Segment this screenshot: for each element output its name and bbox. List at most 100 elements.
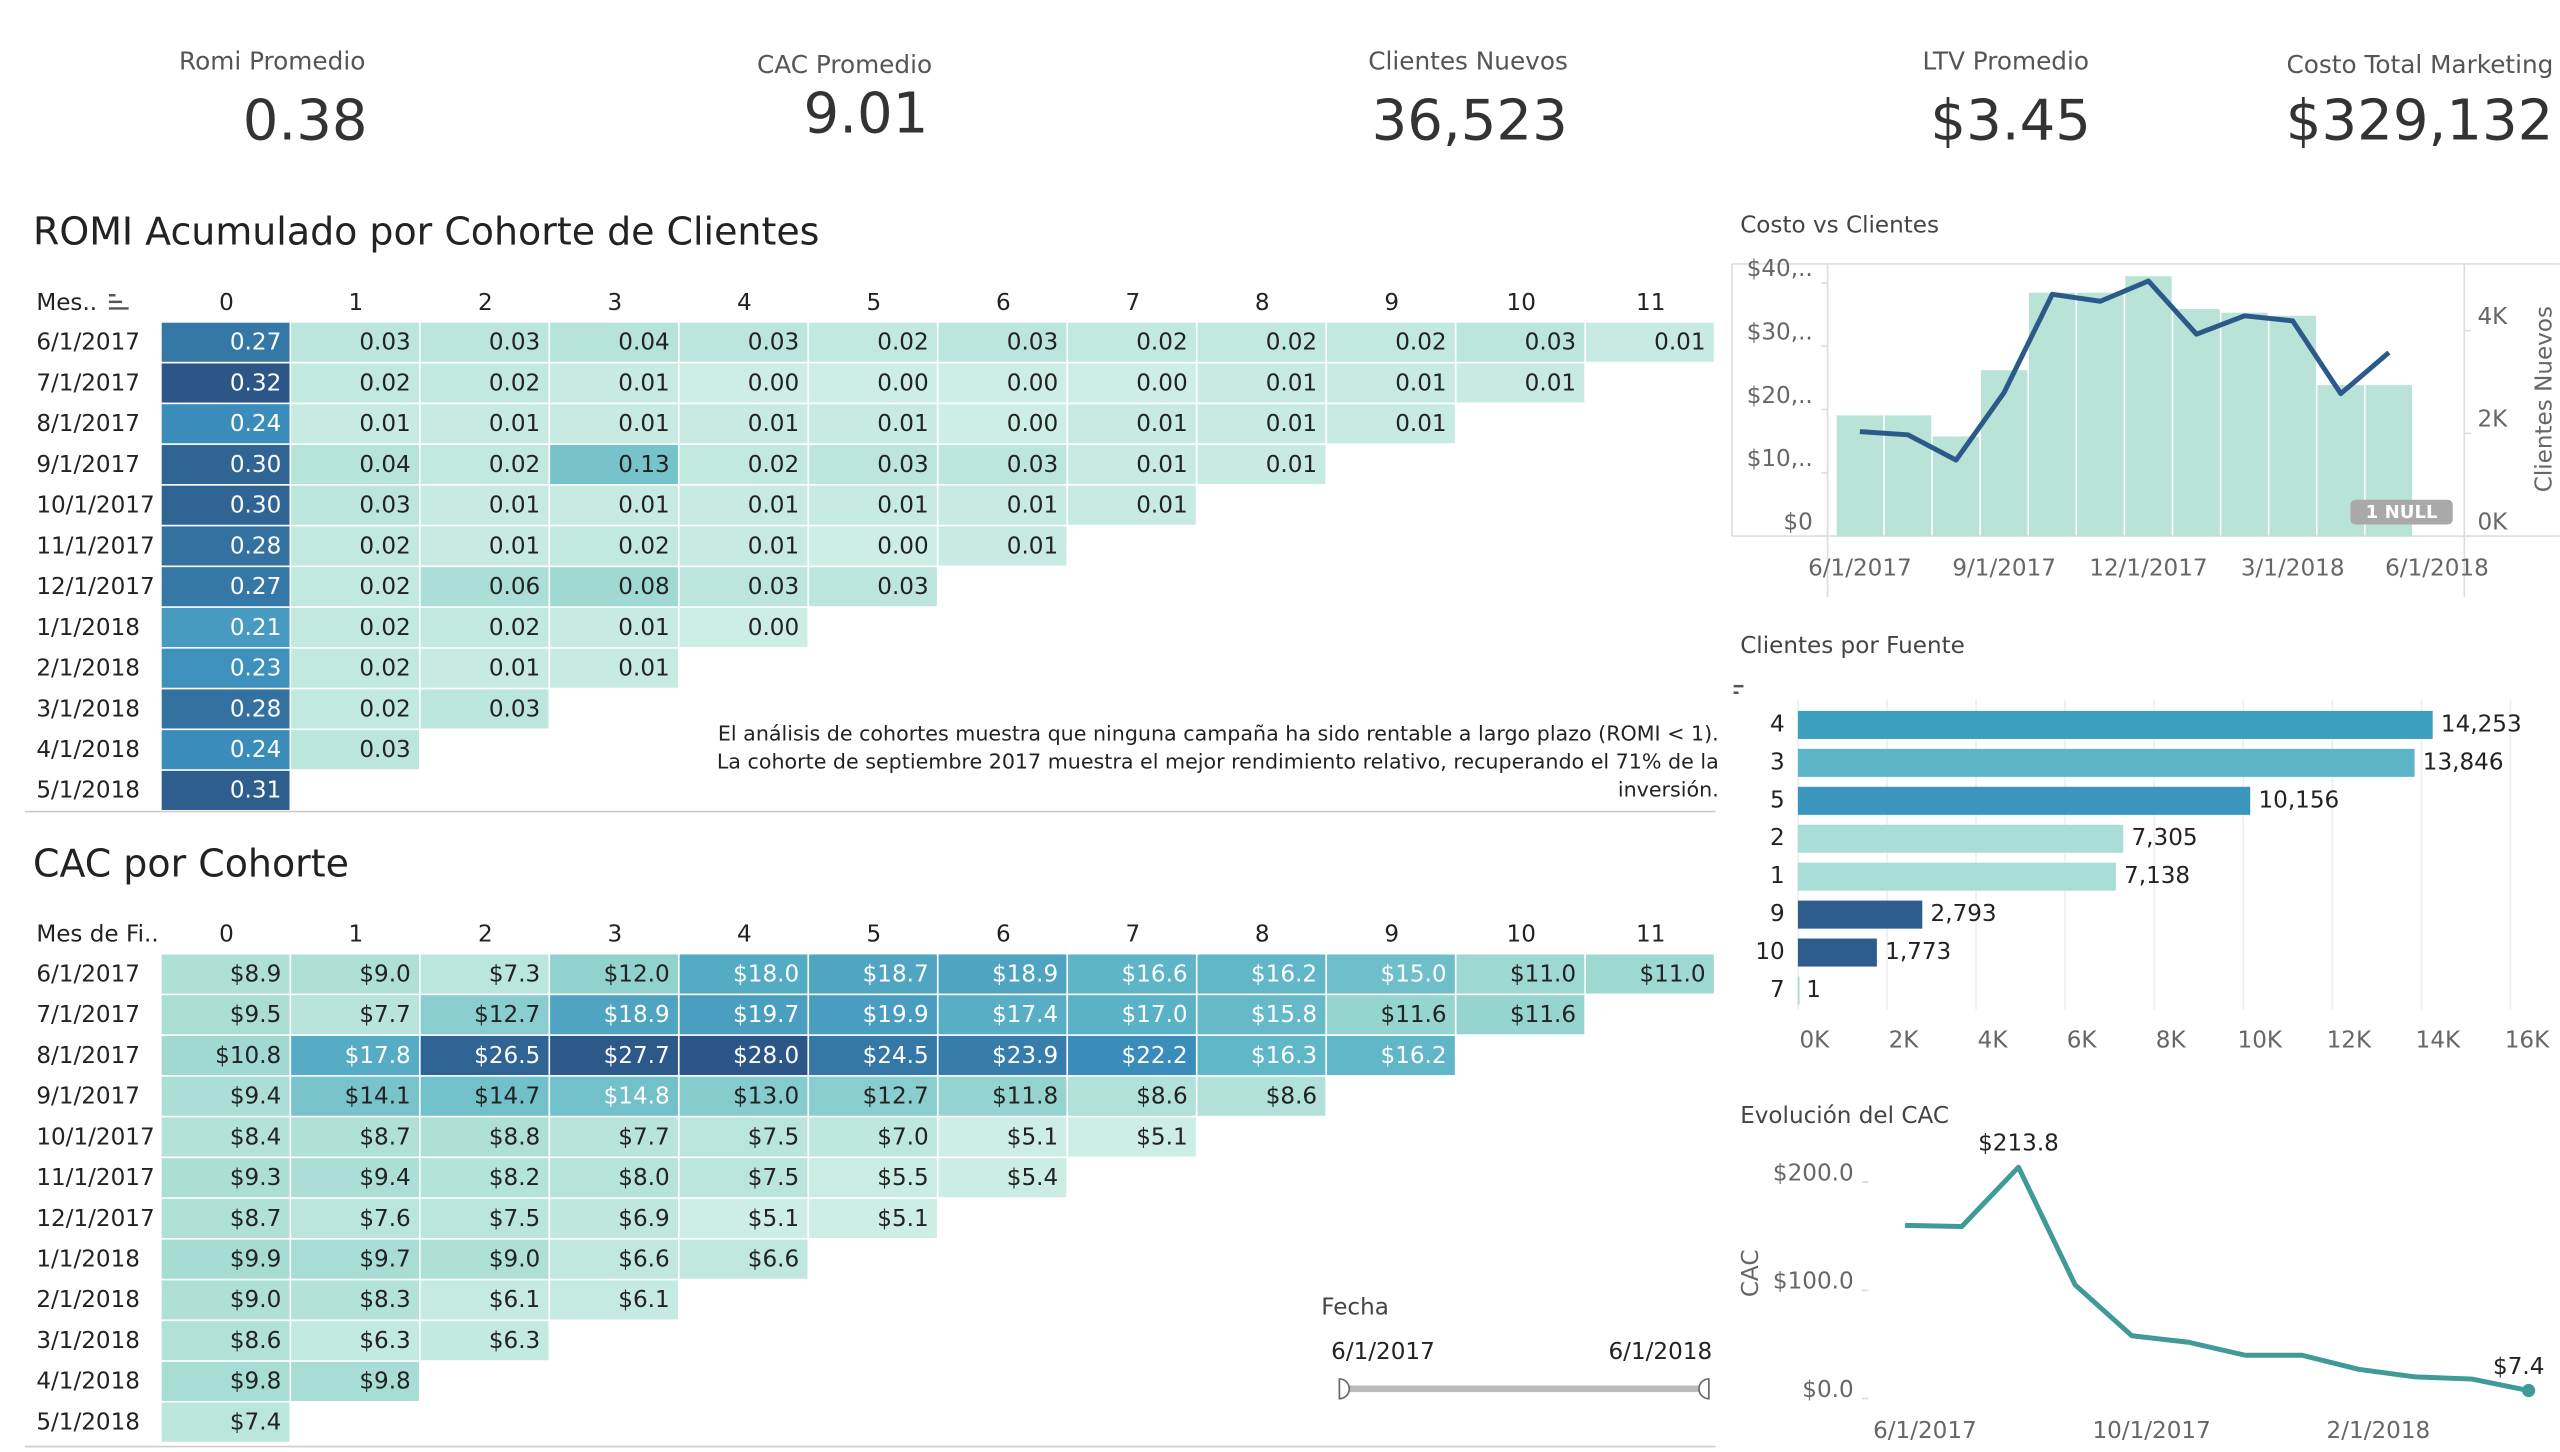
cell <box>420 1321 549 1361</box>
y-axis-title: CAC <box>1738 1250 1764 1298</box>
cell <box>1197 363 1326 403</box>
cell-value: 0.00 <box>1007 370 1058 396</box>
value-label: 2,793 <box>1931 901 1997 927</box>
value-label: $213.8 <box>1978 1131 2059 1157</box>
cell-value: $12.7 <box>474 1002 540 1028</box>
cell-value: 0.03 <box>359 737 410 763</box>
cell <box>161 444 290 485</box>
cell <box>1456 322 1585 362</box>
cell <box>161 1321 290 1361</box>
cell-value: 0.04 <box>618 330 669 356</box>
y-tick-label: 2 <box>1770 825 1785 851</box>
cell-value: $11.6 <box>1510 1002 1576 1028</box>
cell <box>161 1280 290 1320</box>
cell-value: $9.4 <box>359 1165 410 1191</box>
cell-value: $8.4 <box>230 1124 281 1150</box>
cell <box>420 954 549 994</box>
cell <box>679 1198 808 1238</box>
cell <box>938 1035 1067 1076</box>
cell <box>938 444 1067 485</box>
cell <box>291 730 419 770</box>
cell-value: 0.01 <box>1007 533 1058 559</box>
cell-value: $5.5 <box>877 1165 928 1191</box>
cell <box>291 567 419 607</box>
chart-title: Costo vs Clientes <box>1740 212 1939 238</box>
cell <box>1327 363 1455 403</box>
row-label: 5/1/2018 <box>36 1409 140 1435</box>
cell <box>809 444 937 485</box>
cell-value: $6.3 <box>489 1328 540 1354</box>
bar <box>1797 976 1800 1005</box>
cell <box>938 954 1067 994</box>
cell-value: $8.6 <box>230 1328 281 1354</box>
bar <box>1797 862 2116 891</box>
cell <box>291 363 419 403</box>
cell <box>1197 995 1326 1035</box>
cell <box>550 1158 678 1198</box>
cell <box>809 567 937 607</box>
slider-handle[interactable] <box>1698 1378 1710 1400</box>
cell-value: $6.6 <box>618 1247 669 1273</box>
cell-value: 0.03 <box>1525 330 1576 356</box>
column-header: 8 <box>1255 922 1270 948</box>
cell-value: $8.9 <box>230 961 281 987</box>
cell-value: 0.01 <box>1266 452 1317 478</box>
y-tick-label: $20,.. <box>1747 383 1813 409</box>
x-tick-label: 6/1/2018 <box>2385 556 2489 582</box>
cell-value: 0.08 <box>618 574 669 600</box>
cell-value: $15.8 <box>1251 1002 1317 1028</box>
cell <box>809 526 937 566</box>
column-header: 9 <box>1384 290 1399 316</box>
cell-value: $8.6 <box>1136 1084 1187 1110</box>
row-label: 6/1/2017 <box>36 330 140 356</box>
cell-value: $7.7 <box>618 1124 669 1150</box>
cell <box>1068 444 1196 485</box>
cell-value: $6.9 <box>618 1206 669 1232</box>
cell-value: 0.04 <box>359 452 410 478</box>
cell-value: 0.13 <box>618 452 669 478</box>
cell <box>679 485 808 525</box>
kpi-label: CAC Promedio <box>757 50 932 79</box>
cell-value: 0.03 <box>489 330 540 356</box>
cell-value: 0.28 <box>230 696 281 722</box>
value-label: $7.4 <box>2493 1354 2544 1380</box>
bar <box>1797 748 2415 777</box>
cell-value: $12.7 <box>863 1084 929 1110</box>
cell-value: $26.5 <box>474 1043 540 1069</box>
y-tick-label: 4 <box>1770 711 1785 737</box>
cell-value: $7.3 <box>489 961 540 987</box>
cell-value: $7.5 <box>748 1124 799 1150</box>
value-label: 13,846 <box>2423 749 2504 775</box>
cell-value: 0.01 <box>359 411 410 437</box>
cell-value: 0.02 <box>877 330 928 356</box>
cell <box>809 995 937 1035</box>
cell-value: $17.8 <box>345 1043 411 1069</box>
cell-value: 0.27 <box>230 330 281 356</box>
row-label: 3/1/2018 <box>36 696 140 722</box>
cell <box>291 1117 419 1157</box>
cell <box>420 689 549 729</box>
cell-value: $11.8 <box>992 1084 1058 1110</box>
cell-value: 0.30 <box>230 493 281 519</box>
cell <box>809 363 937 403</box>
cell-value: 0.24 <box>230 737 281 763</box>
cell-value: 0.02 <box>489 370 540 396</box>
y-tick-label: $0.0 <box>1802 1377 1853 1403</box>
y2-tick-label: 2K <box>2477 407 2508 433</box>
cell-value: 0.01 <box>489 533 540 559</box>
cell <box>291 689 419 729</box>
cell <box>1197 954 1326 994</box>
cell-value: $5.1 <box>877 1206 928 1232</box>
cell-value: 0.01 <box>618 493 669 519</box>
y-tick-label: $0 <box>1783 509 1812 535</box>
cell-value: 0.02 <box>359 370 410 396</box>
cell <box>679 954 808 994</box>
cell-value: 0.01 <box>1266 411 1317 437</box>
row-label: 4/1/2018 <box>36 737 140 763</box>
slider-handle[interactable] <box>1338 1378 1351 1400</box>
kpi-label: Romi Promedio <box>179 47 365 76</box>
cell <box>291 1321 419 1361</box>
cell-value: 0.01 <box>1395 370 1446 396</box>
cell-value: 0.02 <box>748 452 799 478</box>
row-label: 10/1/2017 <box>36 493 154 519</box>
